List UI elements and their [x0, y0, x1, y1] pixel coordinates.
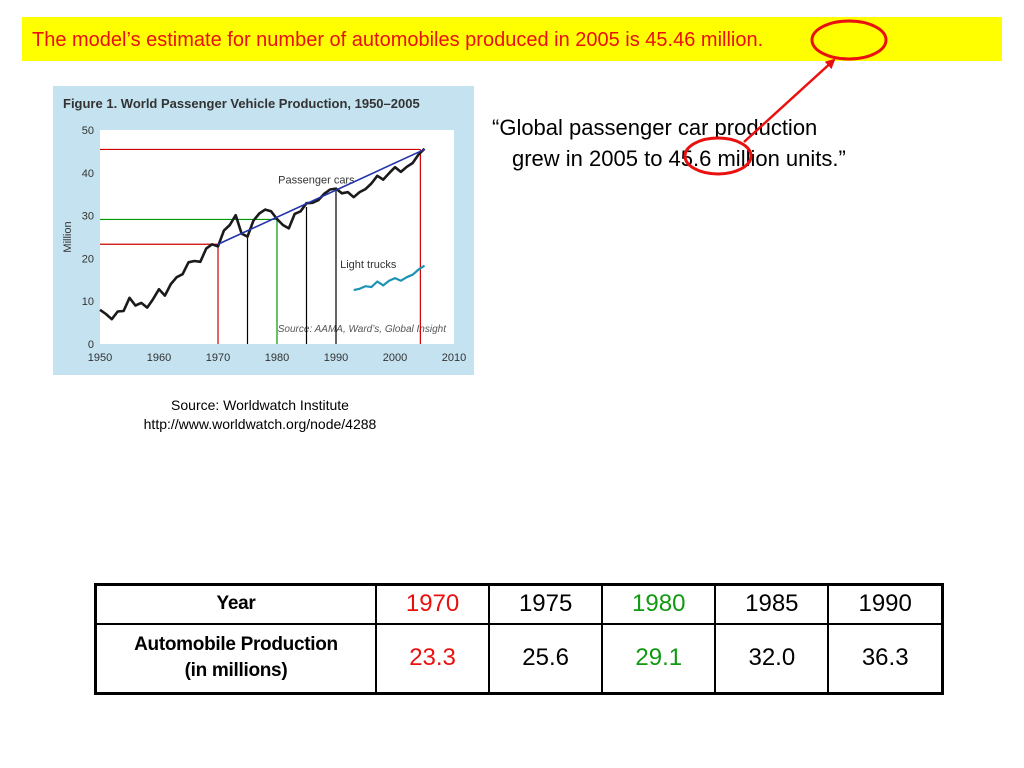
estimate-banner: The model’s estimate for number of autom…	[22, 17, 1002, 61]
x-tick-label: 1970	[206, 352, 230, 364]
year-cell-1985: 1985	[714, 583, 830, 625]
y-tick-label: 0	[88, 339, 94, 351]
light-trucks-line	[353, 264, 426, 292]
production-cell-1970: 23.3	[374, 622, 491, 695]
production-header-line-2: (in millions)	[184, 660, 288, 682]
model-trend-line	[217, 148, 425, 246]
figure-panel: Figure 1. World Passenger Vehicle Produc…	[53, 86, 474, 375]
passenger-cars-label: Passenger cars	[278, 175, 355, 187]
production-cell-1975: 25.6	[488, 622, 604, 695]
light-trucks-label: Light trucks	[340, 259, 397, 271]
estimate-banner-text: The model’s estimate for number of autom…	[32, 29, 764, 51]
quote-line-1: “Global passenger car production	[492, 115, 818, 140]
production-cell-1985: 32.0	[714, 622, 830, 695]
year-header: Year	[94, 583, 377, 625]
passenger-cars-line	[99, 147, 426, 321]
year-cell-1980: 1980	[601, 583, 717, 625]
production-header: Automobile Production (in millions)	[94, 622, 377, 695]
production-header-line-1: Automobile Production	[134, 634, 338, 656]
source-url: http://www.worldwatch.org/node/4288	[143, 416, 377, 432]
year-cell-1990: 1990	[827, 583, 944, 625]
chart-title: Figure 1. World Passenger Vehicle Produc…	[63, 96, 420, 111]
x-tick-label: 1990	[324, 352, 348, 364]
quote-text: “Global passenger car production grew in…	[492, 112, 846, 174]
y-tick-label: 20	[82, 253, 94, 265]
y-axis-label: Million	[62, 221, 74, 252]
y-tick-label: 30	[82, 211, 94, 223]
y-tick-label: 10	[82, 296, 94, 308]
production-table: Year 1970 1975 1980 1985 1990 Automobile…	[94, 583, 944, 695]
x-tick-label: 1950	[88, 352, 112, 364]
production-cell-1990: 36.3	[827, 622, 944, 695]
year-cell-1975: 1975	[488, 583, 604, 625]
x-tick-label: 2000	[383, 352, 407, 364]
x-tick-label: 1980	[265, 352, 289, 364]
quote-line-2: grew in 2005 to 45.6 million units.”	[512, 146, 846, 171]
y-tick-label: 40	[82, 168, 94, 180]
chart-source-note: Source: AAMA, Ward’s, Global Insight	[278, 324, 447, 335]
production-chart: Figure 1. World Passenger Vehicle Produc…	[62, 96, 466, 364]
x-tick-label: 1960	[147, 352, 171, 364]
x-tick-label: 2010	[442, 352, 466, 364]
year-cell-1970: 1970	[374, 583, 491, 625]
production-cell-1980: 29.1	[601, 622, 717, 695]
y-tick-label: 50	[82, 125, 94, 137]
source-line-1: Source: Worldwatch Institute	[171, 397, 349, 413]
table-row-production: Automobile Production (in millions) 23.3…	[94, 622, 944, 695]
table-row-year: Year 1970 1975 1980 1985 1990	[94, 583, 944, 625]
source-note: Source: Worldwatch Institute http://www.…	[100, 396, 420, 434]
